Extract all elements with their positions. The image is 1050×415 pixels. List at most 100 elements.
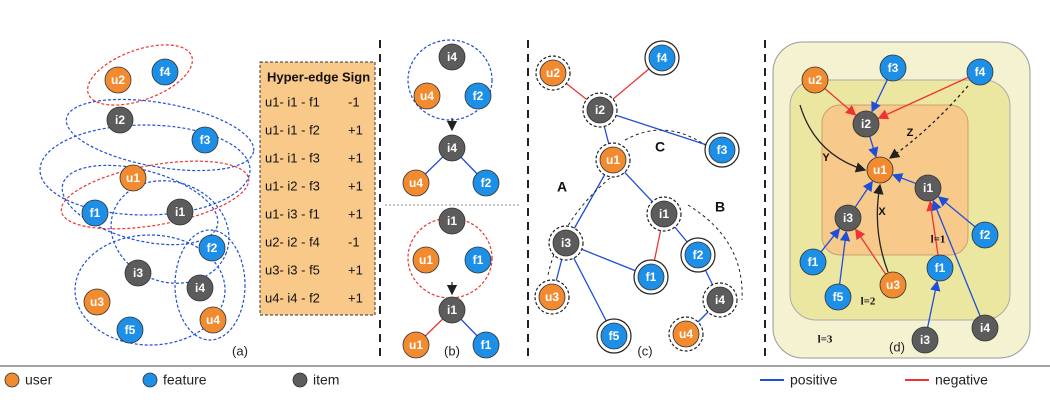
node (879, 271, 907, 299)
hyperedge (87, 44, 193, 106)
node (600, 322, 628, 350)
node-label: u4 (206, 313, 220, 327)
path-curve (873, 183, 889, 273)
node (438, 296, 466, 324)
legend-marker (4, 372, 20, 388)
node (472, 169, 500, 197)
table-cell: +1 (348, 150, 363, 165)
node (866, 156, 894, 184)
region-label: A (557, 179, 567, 195)
region-curve (687, 204, 743, 301)
hyperedge (110, 180, 230, 284)
table-header: Sign (342, 69, 370, 84)
node-label: u4 (420, 89, 434, 103)
node-label: f2 (207, 241, 218, 255)
level-label: l=3 (818, 334, 833, 346)
node-label: u1 (419, 253, 433, 267)
node-label: i2 (595, 103, 605, 117)
node-label: i1 (175, 205, 185, 219)
node-label: f1 (646, 270, 657, 284)
node-label: f5 (609, 329, 620, 343)
node (911, 326, 939, 354)
node (672, 320, 700, 348)
table-cell: +1 (348, 206, 363, 221)
node (552, 229, 580, 257)
region-label: C (655, 139, 665, 155)
node-label: f1 (935, 261, 946, 275)
layout (0, 40, 1050, 367)
legend-label: user (25, 372, 53, 388)
node (198, 234, 226, 262)
path-label: Z (907, 127, 914, 139)
node (116, 316, 144, 344)
node-label: f1 (90, 206, 101, 220)
node (834, 204, 862, 232)
node-label: u2 (111, 73, 125, 87)
table-cell: u1- i1 - f2 (265, 122, 320, 137)
nodes: u2 f4 i2 f3 u1 f1 i1 f2 i3 i4 u3 u4 f5 i4 u4 f2 i4 u4 f2 i1… (81, 40, 999, 359)
node (650, 200, 678, 228)
node (124, 259, 152, 287)
node (538, 283, 566, 311)
node-label: u3 (90, 295, 104, 309)
table-cell: u1- i2 - f3 (265, 178, 320, 193)
edge (868, 136, 879, 158)
node-label: u3 (545, 290, 559, 304)
table-cell: u1- i1 - f3 (265, 150, 320, 165)
edge (871, 79, 888, 113)
table-cell: +1 (348, 262, 363, 277)
edge (937, 196, 976, 228)
edge (927, 280, 941, 328)
node (684, 241, 712, 269)
table-cell: +1 (348, 122, 363, 137)
node (104, 66, 132, 94)
legend-label: negative (935, 372, 988, 388)
table-header: Hyper-edge (267, 69, 339, 84)
node (438, 43, 466, 71)
node-label: i1 (923, 181, 933, 195)
node (914, 174, 942, 202)
node (708, 136, 736, 164)
node-label: u2 (808, 73, 822, 87)
hyperedge (174, 229, 246, 341)
level-label: l=1 (931, 234, 946, 246)
node-label: f1 (481, 338, 492, 352)
node-label: f3 (717, 143, 728, 157)
node-label: u4 (679, 327, 693, 341)
node-label: f2 (693, 248, 704, 262)
caption: (b) (444, 343, 460, 358)
edge (855, 228, 887, 275)
node (586, 96, 614, 124)
legend-label: feature (163, 372, 207, 388)
hyperedge (60, 160, 250, 230)
node (83, 288, 111, 316)
node-label: i3 (920, 333, 930, 347)
node (106, 106, 134, 134)
node (971, 314, 999, 342)
node (637, 263, 665, 291)
region-label: B (715, 199, 725, 215)
level-label: l=2 (861, 296, 876, 308)
path-curve (888, 85, 969, 159)
node-label: u1 (873, 163, 887, 177)
node-label: u1 (606, 153, 620, 167)
node-label: u1 (409, 338, 423, 352)
node (402, 169, 430, 197)
node (472, 331, 500, 359)
node (438, 207, 466, 235)
node-label: f4 (160, 65, 171, 79)
node-label: f2 (481, 176, 492, 190)
node-label: i4 (447, 50, 457, 64)
path-label: Y (822, 152, 830, 164)
node-label: f1 (808, 255, 819, 269)
node (81, 199, 109, 227)
node (599, 146, 627, 174)
node (412, 246, 440, 274)
node-label: i1 (447, 214, 457, 228)
edge (877, 76, 969, 120)
node-label: i3 (561, 236, 571, 250)
node (801, 66, 829, 94)
table-cell: +1 (348, 290, 363, 305)
node (166, 198, 194, 226)
node (464, 82, 492, 110)
